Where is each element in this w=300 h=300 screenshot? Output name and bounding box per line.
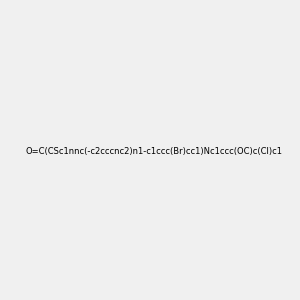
Text: O=C(CSc1nnc(-c2cccnc2)n1-c1ccc(Br)cc1)Nc1ccc(OC)c(Cl)c1: O=C(CSc1nnc(-c2cccnc2)n1-c1ccc(Br)cc1)Nc… (25, 147, 282, 156)
